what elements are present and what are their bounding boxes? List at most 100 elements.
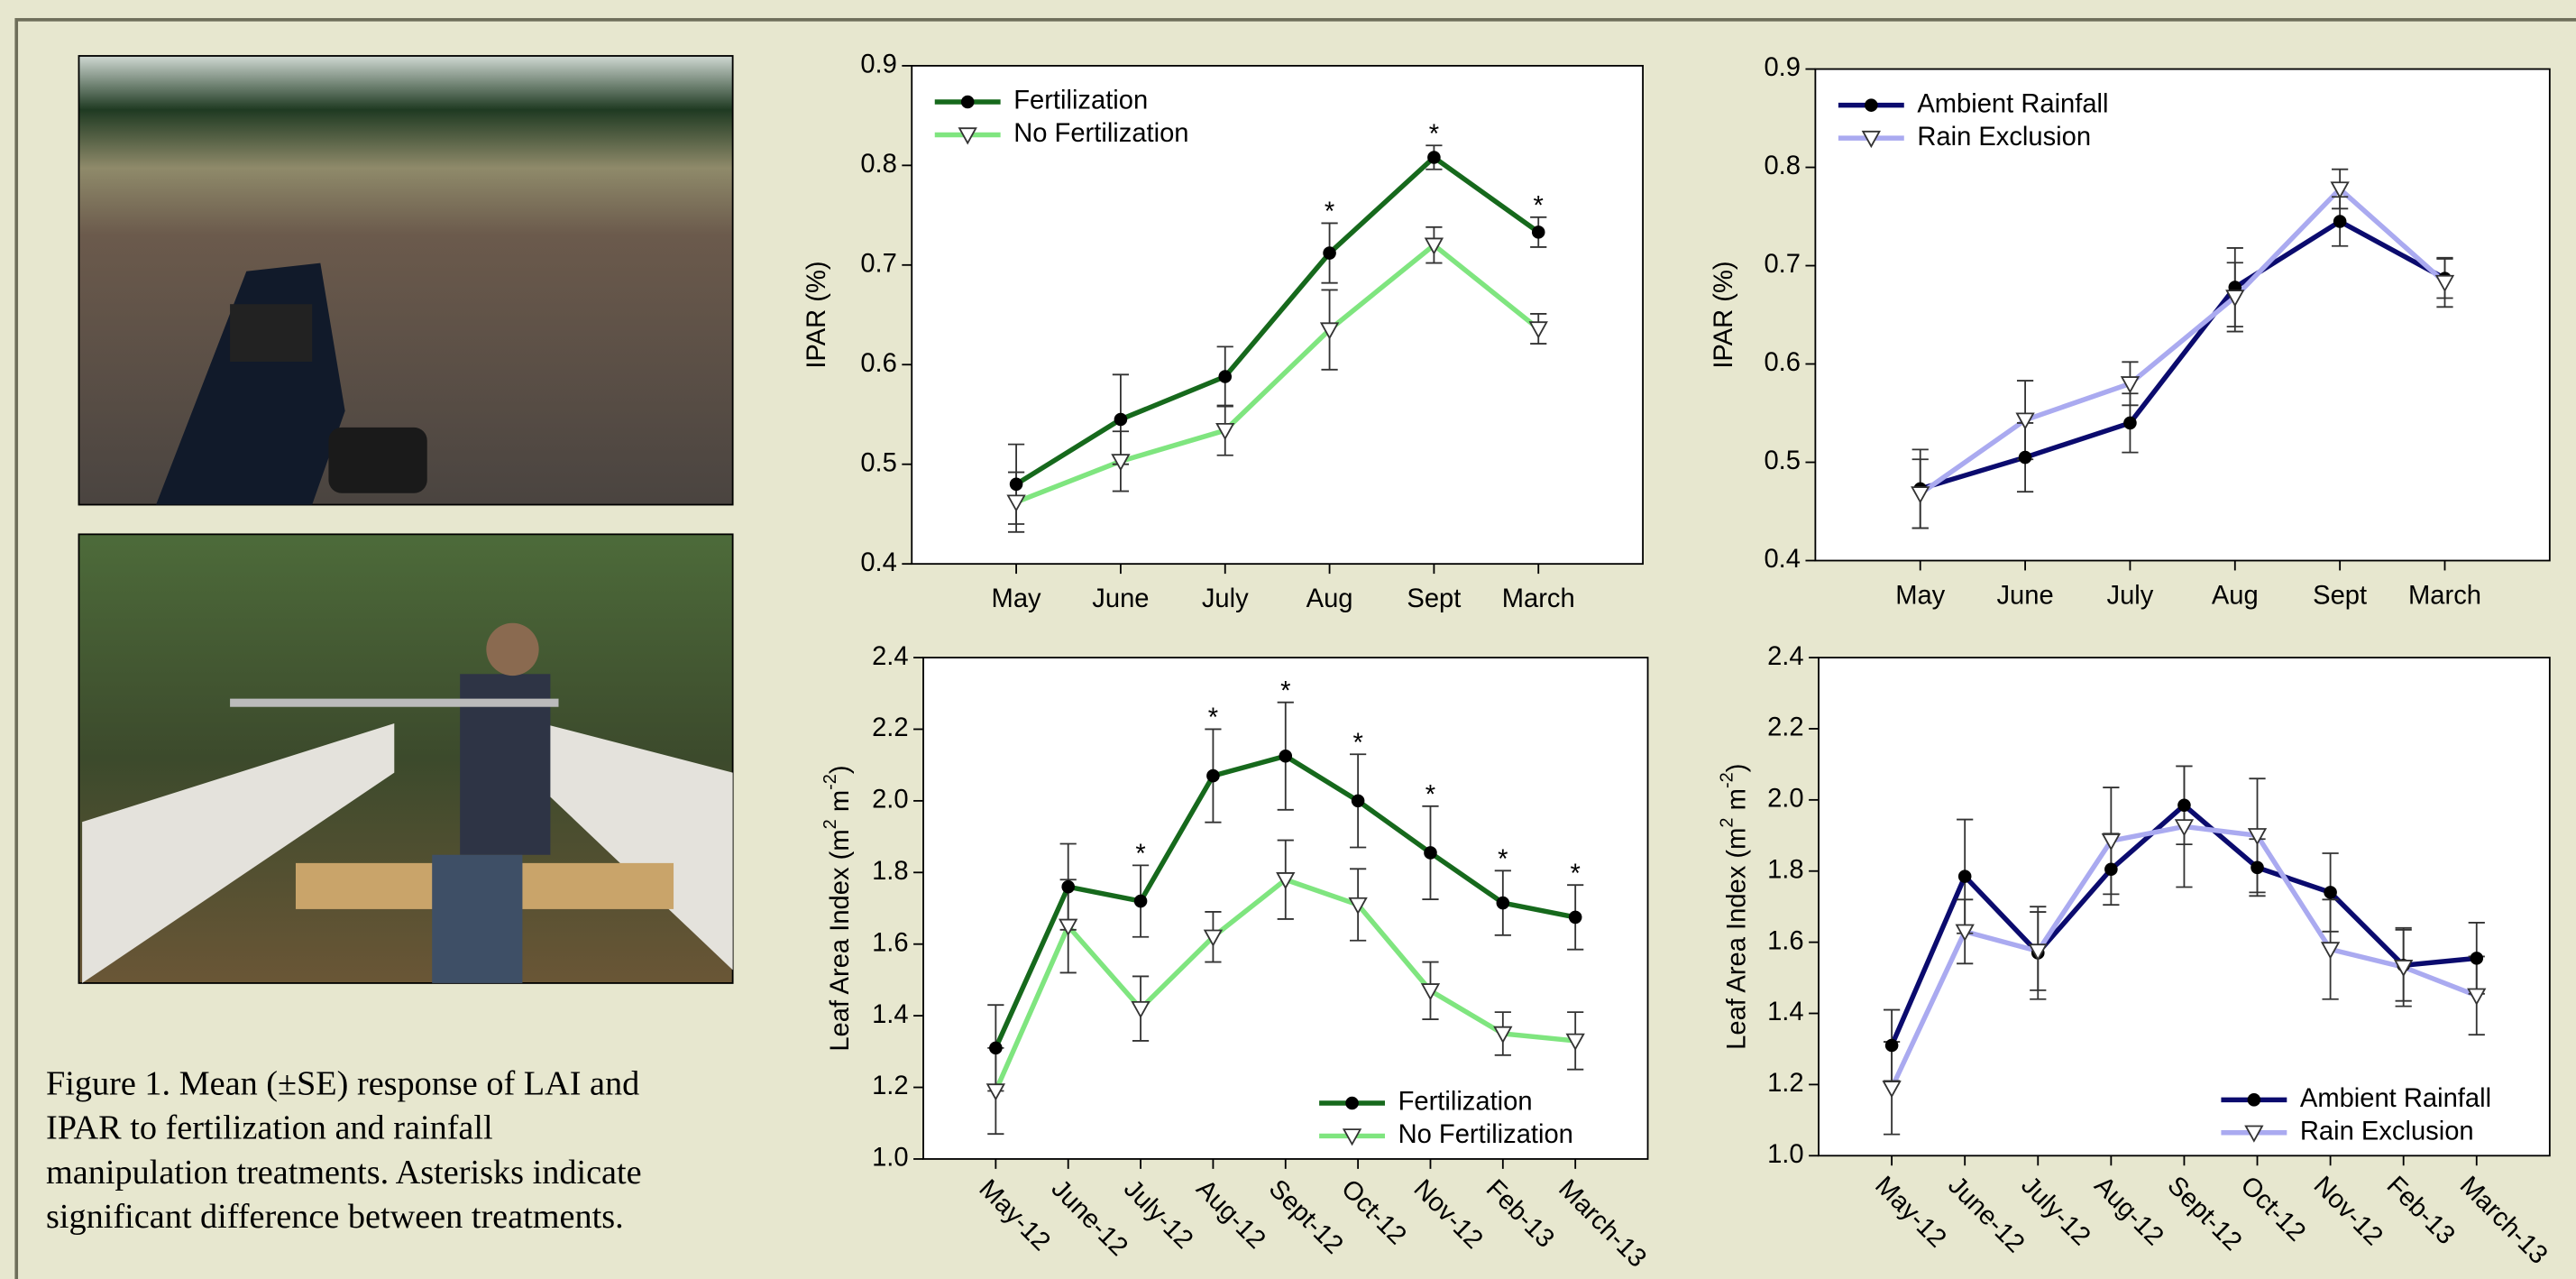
y-tick-label: 1.4 (872, 1000, 909, 1029)
marker (1493, 1026, 1513, 1044)
marker (2123, 416, 2137, 430)
marker (958, 127, 977, 145)
legend-label: No Fertilization (1013, 119, 1188, 148)
marker (960, 95, 975, 109)
marker (2247, 1093, 2261, 1107)
marker (1565, 1033, 1585, 1051)
x-tick-label: July (2107, 581, 2154, 610)
y-axis-label-part: Leaf Area Index (m (1722, 828, 1751, 1050)
legend-label: Rain Exclusion (1917, 123, 2091, 152)
marker (1215, 422, 1235, 441)
marker (1323, 246, 1336, 260)
plot-area (1818, 657, 2551, 1157)
series-line (1919, 218, 2446, 492)
y-tick-label: 1.6 (1767, 926, 1804, 955)
legend-label: No Fertilization (1398, 1120, 1573, 1149)
y-tick-label: 1.8 (1767, 855, 1804, 884)
y-tick-label: 0.7 (1764, 250, 1801, 279)
x-tick-label: June (1996, 581, 2053, 610)
marker (1114, 412, 1128, 427)
legend-label: Fertilization (1013, 87, 1148, 115)
significance-mark: * (1534, 192, 1544, 221)
marker (1131, 1000, 1150, 1019)
marker (985, 1083, 1006, 1101)
y-tick-label: 0.8 (860, 150, 897, 179)
y-axis-label-part: 2 (1718, 817, 1737, 827)
y-tick-label: 0.5 (860, 448, 897, 477)
legend-label: Fertilization (1398, 1088, 1533, 1117)
legend-label: Rain Exclusion (2300, 1117, 2474, 1146)
caption-line: manipulation treatments. Asterisks indic… (46, 1154, 642, 1192)
y-axis-label: IPAR (%) (1710, 261, 1738, 368)
x-tick-label: June (1092, 584, 1149, 613)
significance-mark: * (1208, 704, 1218, 732)
marker (1496, 896, 1510, 910)
marker (2120, 376, 2141, 394)
y-axis-label: Leaf Area Index (m2 m-2) (1718, 764, 1751, 1050)
y-tick-label: 1.2 (1767, 1069, 1804, 1098)
y-axis-label-part: 2 (820, 819, 840, 829)
marker (1319, 322, 1340, 340)
marker (1061, 879, 1075, 894)
marker (1427, 151, 1441, 164)
marker (1006, 494, 1026, 512)
x-tick-label: March (2408, 581, 2481, 610)
significance-mark: * (1325, 198, 1334, 226)
y-tick-label: 1.0 (1767, 1140, 1804, 1169)
marker (1009, 477, 1023, 492)
significance-mark: * (1429, 120, 1439, 149)
x-tick-label: March (1502, 584, 1575, 613)
y-tick-label: 2.2 (1767, 713, 1804, 742)
significance-mark: * (1352, 729, 1362, 758)
y-axis-label-part: -2 (820, 774, 840, 790)
marker (2324, 886, 2337, 899)
significance-mark: * (1426, 781, 1435, 810)
y-tick-label: 0.9 (860, 51, 897, 79)
y-tick-label: 2.0 (1767, 785, 1804, 814)
y-tick-label: 0.9 (1764, 53, 1801, 82)
marker (2018, 450, 2032, 465)
marker (1206, 768, 1220, 783)
caption-line: Figure 1. Mean (±SE) response of LAI and (46, 1065, 639, 1103)
y-tick-label: 2.4 (1767, 642, 1804, 671)
marker (2470, 952, 2484, 965)
y-tick-label: 1.4 (1767, 998, 1804, 1026)
y-axis-label-part: Leaf Area Index (m (826, 829, 855, 1051)
marker (1111, 454, 1131, 472)
series-line (1015, 242, 1540, 505)
marker (2015, 412, 2035, 430)
marker (2028, 943, 2048, 962)
significance-mark: * (1280, 676, 1290, 705)
y-axis-label: IPAR (%) (802, 261, 831, 368)
marker (1528, 321, 1548, 339)
y-tick-label: 0.4 (1764, 545, 1801, 574)
photo-rain-troughs (78, 533, 734, 984)
marker (1348, 897, 1368, 916)
y-axis-label-part: ) (826, 765, 855, 774)
marker (1059, 918, 1078, 936)
x-tick-label: Sept (1407, 584, 1461, 613)
marker (1424, 846, 1437, 860)
marker (989, 1041, 1003, 1055)
marker (1218, 370, 1233, 383)
marker (1276, 872, 1296, 890)
y-tick-label: 0.6 (860, 349, 897, 378)
marker (1279, 749, 1293, 763)
y-tick-label: 0.5 (1764, 446, 1801, 475)
x-tick-label: May (1895, 581, 1945, 610)
marker (1884, 1038, 1899, 1053)
legend-label: Ambient Rainfall (2300, 1084, 2491, 1113)
x-tick-label: July (1202, 584, 1249, 613)
marker (2101, 833, 2122, 851)
y-tick-label: 0.4 (860, 548, 897, 577)
marker (2394, 960, 2414, 978)
y-axis-label-part: m (826, 790, 855, 819)
y-tick-label: 1.0 (872, 1144, 909, 1173)
marker (1865, 98, 1878, 112)
significance-mark: * (1498, 845, 1508, 874)
marker (2333, 215, 2347, 228)
y-axis-label: Leaf Area Index (m2 m-2) (820, 765, 854, 1051)
marker (1342, 1128, 1362, 1146)
